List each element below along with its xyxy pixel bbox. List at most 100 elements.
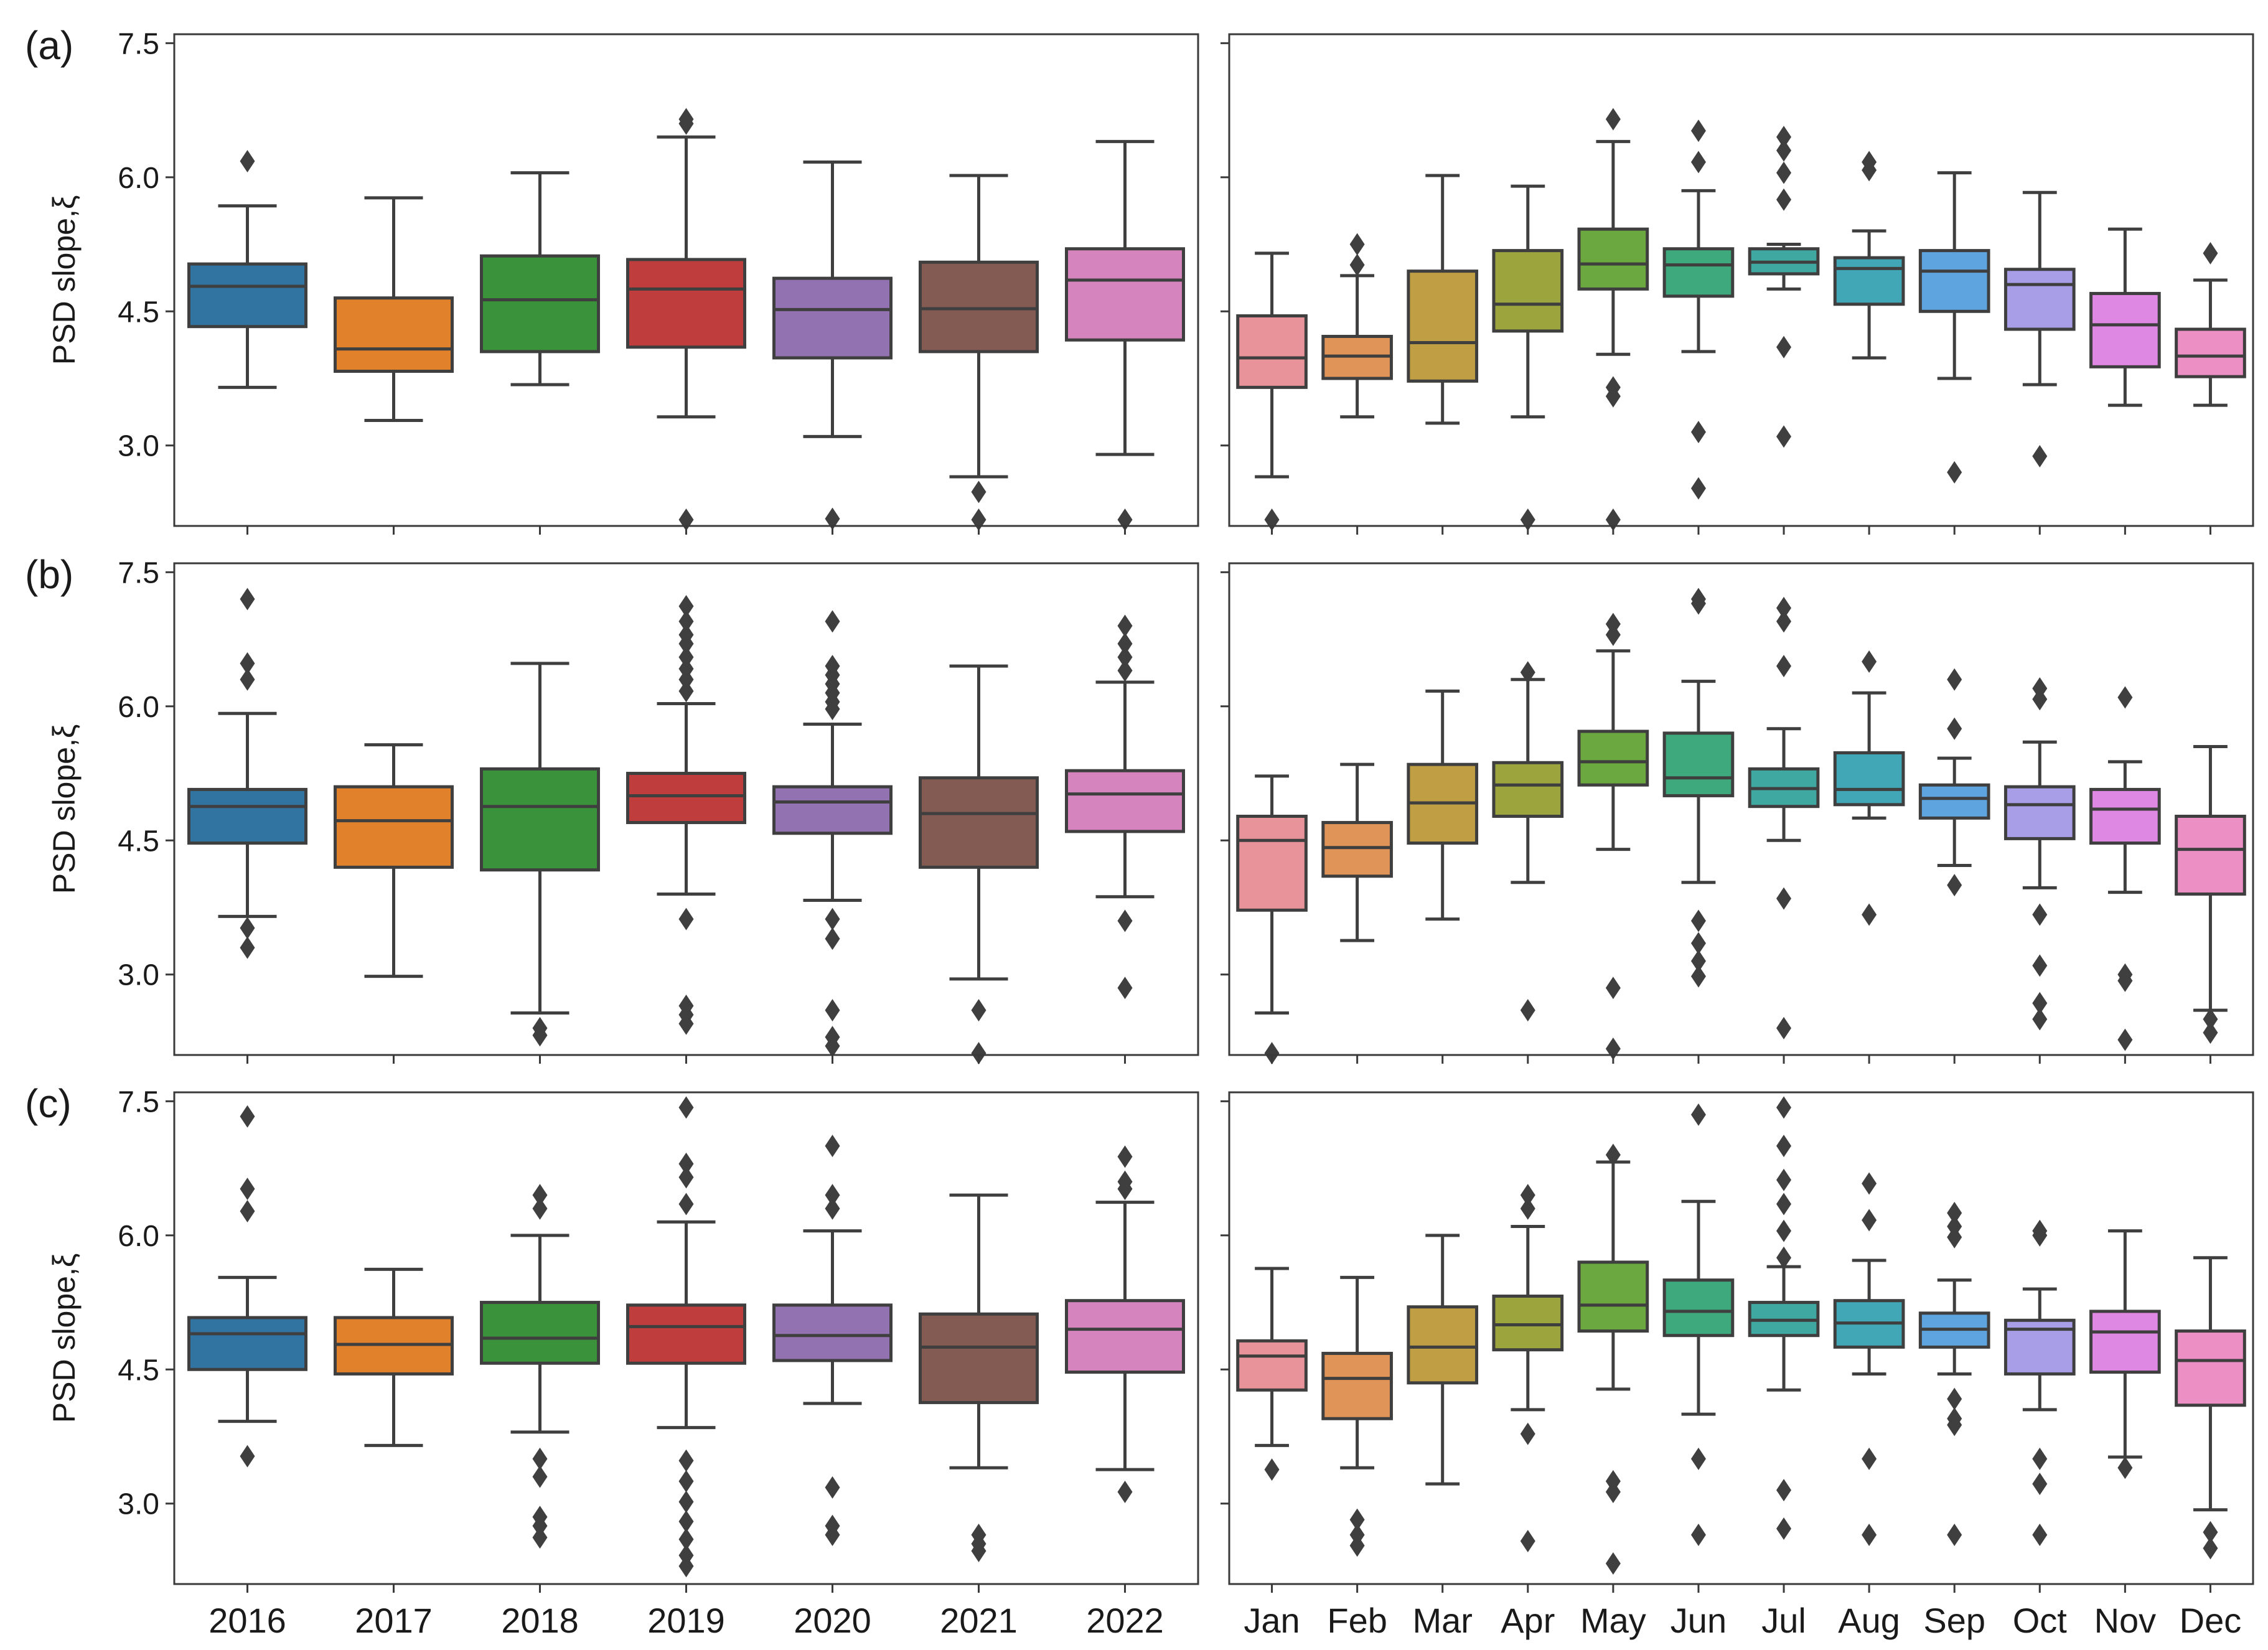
- axes-frame: [1228, 562, 2254, 1056]
- outlier-point: [1776, 1193, 1792, 1216]
- y-tick-label: 4.5: [118, 296, 159, 329]
- month-box-aug: [1833, 1172, 1905, 1546]
- outlier-point: [678, 632, 694, 655]
- outlier-point: [240, 917, 255, 940]
- outlier-point: [1690, 1524, 1706, 1546]
- outlier-point: [1862, 903, 1877, 926]
- outlier-point: [1690, 909, 1706, 932]
- outlier-point: [678, 1510, 694, 1533]
- outlier-point: [678, 680, 694, 703]
- iqr-box: [480, 254, 600, 354]
- outlier-point: [2117, 686, 2133, 709]
- month-box-aug: [1833, 151, 1905, 360]
- x-tick-label: Jul: [1761, 1601, 1806, 1640]
- month-box-oct: [2003, 677, 2076, 1031]
- y-tick-label: 3.0: [118, 959, 159, 992]
- outlier-point: [1690, 965, 1706, 988]
- month-box-apr: [1492, 661, 1564, 1022]
- outlier-point: [1690, 1447, 1706, 1470]
- iqr-box: [772, 276, 893, 360]
- outlier-point: [1947, 1201, 1962, 1224]
- month-box-dec: [2175, 744, 2246, 1044]
- outlier-point: [1117, 1481, 1133, 1504]
- outlier-point: [971, 1539, 986, 1562]
- iqr-box: [1577, 729, 1649, 787]
- outlier-point: [1862, 1447, 1877, 1470]
- year-box-2017: [334, 743, 454, 978]
- iqr-box: [1407, 1305, 1479, 1385]
- year-box-2022: [1065, 614, 1185, 1000]
- month-box-dec: [2175, 241, 2246, 407]
- iqr-box: [919, 776, 1039, 869]
- outlier-point: [971, 999, 986, 1022]
- outlier-point: [1520, 1530, 1535, 1553]
- outlier-point: [825, 1184, 840, 1207]
- outlier-point: [971, 480, 986, 504]
- outlier-point: [1776, 596, 1792, 619]
- outlier-point: [1605, 1481, 1621, 1504]
- outlier-point: [1776, 425, 1792, 448]
- y-axis-label: PSD slope,ξ: [47, 724, 82, 894]
- outlier-point: [532, 1465, 548, 1488]
- month-box-sep: [1918, 668, 1990, 897]
- outlier-point: [240, 588, 255, 611]
- outlier-point: [1862, 159, 1877, 182]
- outlier-point: [1605, 977, 1621, 1000]
- month-box-sep: [1918, 1201, 1990, 1546]
- iqr-box: [2089, 787, 2161, 845]
- outlier-point: [1947, 1524, 1962, 1546]
- outlier-point: [1264, 1042, 1280, 1065]
- x-tick-label: Oct: [2013, 1601, 2068, 1640]
- month-subplot: Jan Feb Mar Apr May Jun Jul Aug Sep Oct Nov Dec: [1221, 1091, 2254, 1640]
- outlier-point: [240, 1200, 255, 1223]
- outlier-point: [1264, 1458, 1280, 1481]
- month-box-aug: [1833, 650, 1905, 926]
- outlier-point: [1947, 461, 1962, 484]
- iqr-box: [480, 1301, 600, 1365]
- outlier-point: [1776, 1096, 1792, 1119]
- month-box-mar: [1407, 689, 1479, 921]
- iqr-box: [1236, 814, 1308, 912]
- month-box-jul: [1748, 126, 1820, 448]
- outlier-point: [678, 907, 694, 930]
- outlier-point: [1776, 887, 1792, 910]
- iqr-box: [1065, 1299, 1185, 1374]
- y-tick-label: 3.0: [118, 430, 159, 463]
- outlier-point: [532, 1184, 548, 1207]
- iqr-box: [1492, 249, 1564, 333]
- iqr-box: [2003, 268, 2076, 331]
- axes-frame: [1228, 33, 2254, 527]
- outlier-point: [1947, 1387, 1962, 1410]
- x-tick-label: Feb: [1327, 1601, 1387, 1640]
- panel-label: (c): [25, 1081, 72, 1126]
- year-subplot: 3.0 4.5 6.0 7.5 2016 2017 2018 2019 2020 2021 2022: [118, 1085, 1199, 1640]
- month-box-may: [1577, 108, 1649, 531]
- x-tick-label: 2018: [501, 1601, 579, 1640]
- iqr-box: [919, 1312, 1039, 1404]
- outlier-point: [678, 1152, 694, 1175]
- outlier-point: [1690, 421, 1706, 444]
- outlier-point: [2117, 1456, 2133, 1479]
- outlier-point: [2203, 1008, 2218, 1031]
- month-box-jan: [1236, 774, 1308, 1065]
- outlier-point: [1605, 108, 1621, 131]
- outlier-point: [1947, 1226, 1962, 1249]
- iqr-box: [2175, 814, 2246, 896]
- outlier-point: [2032, 1008, 2048, 1031]
- x-tick-label: 2016: [209, 1601, 286, 1640]
- outlier-point: [1117, 1145, 1133, 1168]
- outlier-point: [532, 1447, 548, 1470]
- outlier-point: [1862, 1209, 1877, 1232]
- outlier-point: [1520, 1197, 1535, 1220]
- x-tick-label: Nov: [2094, 1601, 2157, 1640]
- outlier-point: [2032, 903, 2048, 926]
- outlier-point: [1349, 1508, 1365, 1531]
- outlier-point: [825, 507, 840, 530]
- outlier-point: [1117, 909, 1133, 932]
- year-box-2017: [334, 1267, 454, 1447]
- x-tick-label: Dec: [2180, 1601, 2242, 1640]
- outlier-point: [2032, 954, 2048, 977]
- outlier-point: [678, 1490, 694, 1513]
- month-box-oct: [2003, 190, 2076, 467]
